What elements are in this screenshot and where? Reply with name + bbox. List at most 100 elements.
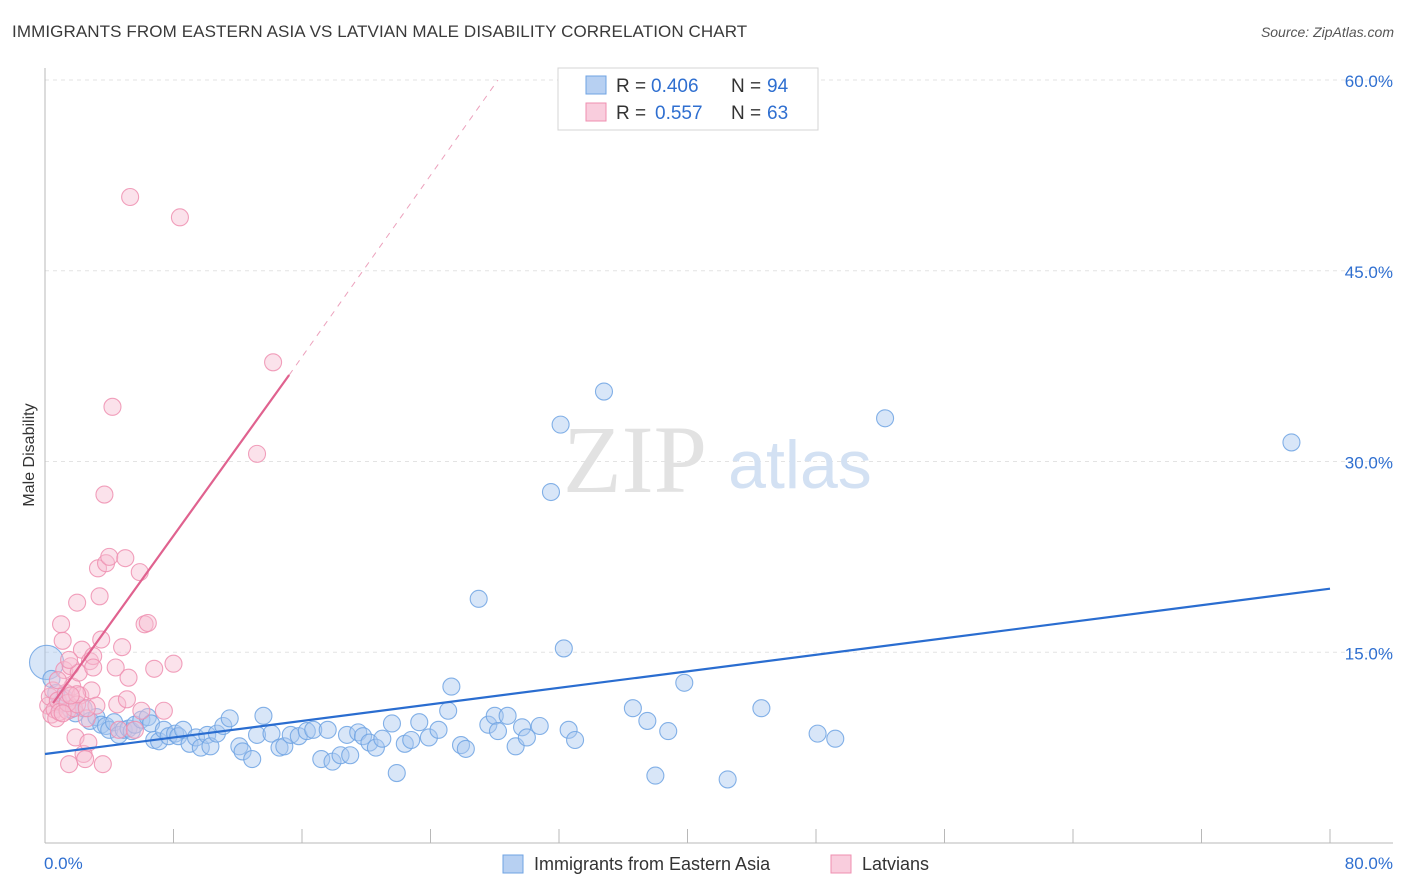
legend-r-label-pink: R = [616, 103, 651, 124]
chart-title: IMMIGRANTS FROM EASTERN ASIA VS LATVIAN … [12, 22, 748, 41]
point-latvian-1-13 [60, 755, 79, 774]
point-eastern-asia-0-87 [638, 711, 657, 730]
point-eastern-asia-0-65 [419, 728, 438, 747]
point-eastern-asia-0-95 [876, 409, 895, 428]
point-eastern-asia-0-52 [331, 746, 350, 765]
points-layer [28, 187, 1301, 789]
point-eastern-asia-0-67 [439, 701, 458, 720]
y-tick-label-0: 15.0% [1345, 644, 1393, 663]
series-legend-label-pink: Latvians [862, 854, 929, 874]
point-eastern-asia-0-91 [718, 770, 737, 789]
point-eastern-asia-0-78 [517, 728, 536, 747]
point-latvian-1-45 [125, 720, 144, 739]
point-eastern-asia-0-49 [312, 750, 331, 769]
point-latvian-1-57 [68, 695, 87, 714]
point-eastern-asia-0-36 [220, 709, 239, 728]
y-tick-labels: 15.0% 30.0% 45.0% 60.0% [1345, 72, 1393, 663]
point-eastern-asia-0-90 [675, 673, 694, 692]
point-latvian-1-37 [103, 397, 122, 416]
point-eastern-asia-0-58 [366, 738, 385, 757]
point-eastern-asia-0-38 [233, 742, 252, 761]
point-latvian-1-31 [90, 587, 109, 606]
legend-r-value-pink: 0.557 [655, 103, 703, 124]
source-credit: Source: ZipAtlas.com [1260, 24, 1394, 40]
watermark: ZIP atlas [563, 406, 872, 513]
point-latvian-1-54 [247, 444, 267, 463]
point-eastern-asia-0-75 [498, 706, 517, 725]
point-latvian-1-40 [109, 720, 128, 739]
legend-n-label-pink: N = [731, 103, 766, 124]
point-eastern-asia-0-86 [623, 699, 642, 718]
point-latvian-1-43 [117, 690, 136, 709]
point-latvian-1-62 [68, 685, 87, 704]
point-eastern-asia-0-71 [469, 589, 488, 608]
point-eastern-asia-0-73 [485, 706, 504, 725]
point-eastern-asia-0-82 [554, 639, 573, 658]
point-latvian-2-1 [84, 658, 103, 677]
trend-line-pink [52, 374, 291, 704]
point-eastern-asia-0-94 [826, 729, 845, 748]
point-eastern-asia-0-77 [513, 718, 532, 737]
point-latvian-1-58 [77, 699, 96, 718]
series-legend-swatch-blue [502, 854, 524, 874]
point-latvian-1-8 [52, 615, 71, 634]
point-latvian-1-52 [164, 654, 183, 673]
point-eastern-asia-0-59 [373, 729, 392, 748]
point-eastern-asia-0-79 [530, 716, 549, 736]
point-eastern-asia-0-44 [275, 737, 294, 756]
y-tick-label-1: 30.0% [1345, 454, 1393, 473]
point-latvian-1-9 [53, 631, 72, 650]
legend-n-label-blue: N = [731, 76, 766, 97]
point-latvian-1-41 [113, 638, 132, 657]
y-tick-label-2: 45.0% [1345, 263, 1393, 282]
y-axis-label: Male Disability [21, 403, 38, 506]
point-latvian-1-33 [93, 755, 112, 774]
point-latvian-1-59 [53, 704, 72, 723]
trend-line-blue [44, 587, 1331, 756]
trend-extension-pink [288, 79, 499, 376]
point-eastern-asia-0-47 [297, 722, 316, 741]
watermark-zip: ZIP [563, 406, 707, 513]
point-eastern-asia-0-72 [479, 715, 498, 734]
point-latvian-1-50 [145, 659, 164, 678]
point-latvian-1-55 [264, 353, 283, 372]
legend-r-value-blue: 0.406 [651, 76, 699, 97]
point-eastern-asia-0-74 [488, 722, 508, 741]
point-latvian-2-2 [61, 686, 80, 705]
point-eastern-asia-0-66 [429, 720, 448, 739]
point-eastern-asia-0-84 [566, 730, 585, 750]
legend-r-label-blue: R = [616, 76, 651, 97]
point-eastern-asia-0-50 [318, 720, 337, 739]
legend-swatch-pink [585, 102, 607, 122]
point-eastern-asia-0-48 [304, 720, 323, 739]
point-eastern-asia-0-93 [808, 724, 827, 743]
legend-n-value-pink: 63 [767, 103, 788, 124]
series-legend-swatch-pink [830, 854, 852, 874]
point-latvian-2-0 [121, 187, 140, 207]
point-eastern-asia-0-68 [442, 677, 461, 696]
point-eastern-asia-0-83 [559, 720, 578, 739]
point-eastern-asia-0-60 [382, 714, 402, 733]
point-eastern-asia-0-81 [551, 415, 570, 434]
point-eastern-asia-0-53 [337, 725, 357, 744]
point-latvian-1-18 [68, 593, 87, 612]
point-eastern-asia-0-88 [646, 766, 665, 785]
point-eastern-asia-0-96 [1282, 433, 1301, 452]
x-tick-label-min: 0.0% [44, 854, 83, 873]
point-latvian-1-24 [77, 709, 96, 728]
watermark-atlas: atlas [728, 427, 872, 503]
point-latvian-1-34 [95, 485, 114, 504]
point-eastern-asia-0-1 [42, 669, 61, 689]
legend-n-value-blue: 94 [767, 76, 789, 97]
axes-layer [44, 68, 1393, 844]
grid-layer [45, 79, 1393, 653]
point-latvian-1-38 [106, 658, 125, 677]
series-legend: Immigrants from Eastern Asia Latvians [502, 854, 929, 874]
trend-lines [44, 79, 1331, 756]
point-latvian-1-42 [116, 549, 135, 568]
x-tick-label-max: 80.0% [1345, 854, 1393, 873]
point-latvian-1-51 [154, 701, 173, 720]
point-eastern-asia-0-61 [387, 764, 406, 783]
series-legend-label-blue: Immigrants from Eastern Asia [534, 854, 771, 874]
